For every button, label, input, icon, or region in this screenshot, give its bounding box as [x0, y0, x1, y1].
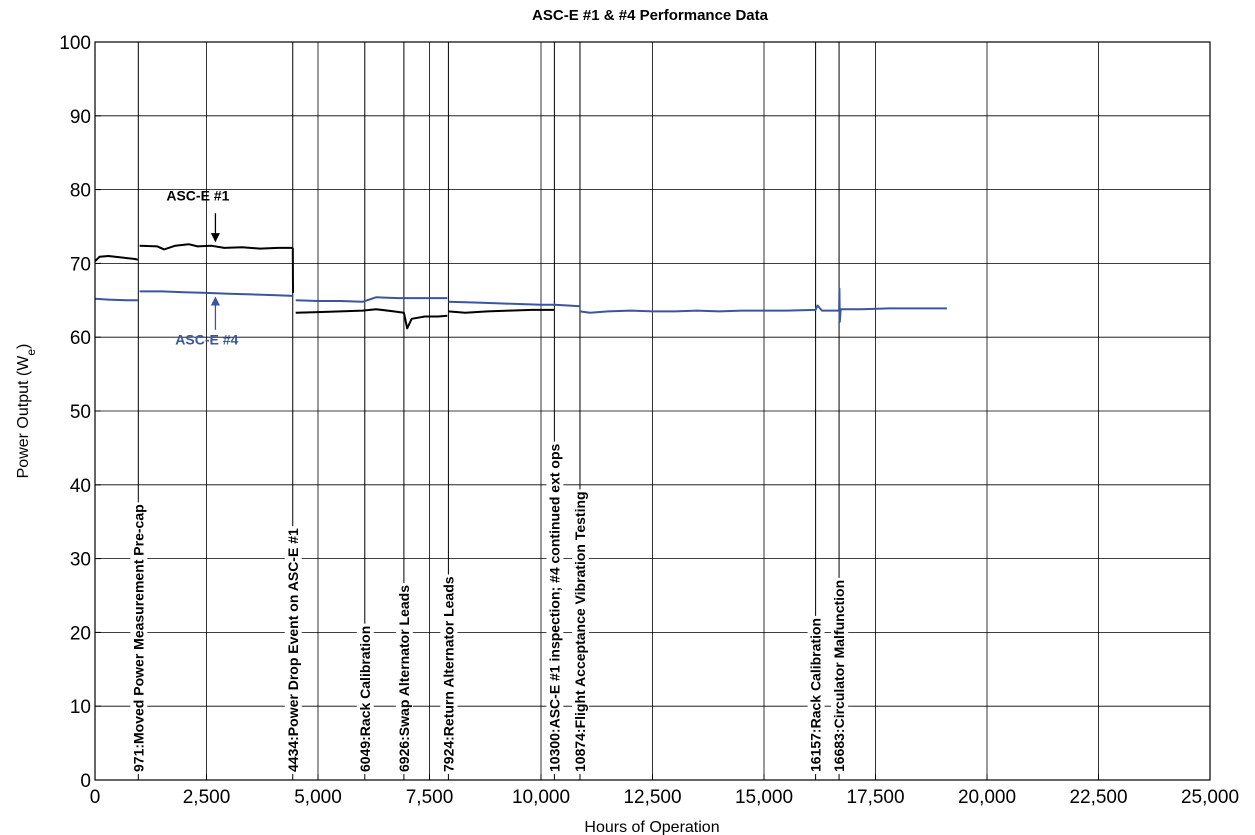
x-tick-label: 5,000: [294, 787, 342, 808]
event-label-group: 971:Moved Power Measurement Pre-cap: [130, 502, 148, 774]
event-label-group: 6926:Swap Alternator Leads: [395, 583, 413, 774]
event-label-background: [395, 583, 413, 774]
y-axis-label-subscript: e: [24, 349, 38, 356]
series-line: [579, 287, 947, 323]
y-tick-label: 90: [70, 107, 91, 128]
event-label: 6049:Rack Calibration: [357, 626, 373, 772]
y-tick-label: 40: [70, 476, 91, 497]
x-axis-label: Hours of Operation: [584, 819, 719, 835]
event-label-group: 10874:Flight Acceptance Vibration Testin…: [571, 489, 589, 774]
event-label: 10300:ASC-E #1 inspection; #4 continued …: [546, 443, 562, 772]
series-line: [295, 296, 448, 303]
x-tick-label: 7,500: [406, 787, 454, 808]
series-line: [448, 300, 581, 308]
series-line: [94, 297, 138, 302]
event-label: 6926:Swap Alternator Leads: [396, 585, 412, 772]
y-tick-label: 0: [80, 771, 91, 792]
event-markers: 971:Moved Power Measurement Pre-cap 4434:…: [130, 42, 849, 780]
y-tick-label: 60: [70, 328, 91, 349]
x-tick-label: 15,000: [735, 787, 793, 808]
y-tick-label: 50: [70, 402, 91, 423]
event-label-background: [284, 526, 302, 774]
y-tick-label: 10: [70, 697, 91, 718]
event-label-background: [571, 489, 589, 774]
event-label: 4434:Power Drop Event on ASC-E #1: [285, 528, 301, 772]
event-label: 16683:Circulator Malfunction: [831, 580, 847, 772]
y-axis-label: Power Output (We): [15, 344, 38, 479]
event-label-background: [546, 441, 564, 774]
event-label-background: [831, 577, 849, 774]
event-label-group: 4434:Power Drop Event on ASC-E #1: [284, 526, 302, 774]
grid: [95, 42, 1210, 780]
event-label: 7924:Return Alternator Leads: [440, 576, 456, 772]
event-label-group: 7924:Return Alternator Leads: [440, 574, 458, 774]
series-annotations: ASC-E #1 ASC-E #4: [166, 188, 238, 348]
y-tick-label: 30: [70, 550, 91, 571]
series-line: [139, 243, 293, 251]
event-label-background: [440, 574, 458, 774]
event-label: 10874:Flight Acceptance Vibration Testin…: [572, 491, 588, 772]
y-tick-label: 100: [59, 33, 91, 54]
series-annotation-label: ASC-E #4: [175, 332, 238, 348]
y-tick-label: 70: [70, 254, 91, 275]
event-label-group: 16683:Circulator Malfunction: [831, 577, 849, 774]
axis-ticks: 0 2,500 5,000 7,500 10,000 12,500 15,000 17,500…: [59, 33, 1239, 808]
event-label-group: 10300:ASC-E #1 inspection; #4 continued …: [546, 441, 564, 774]
event-label-background: [807, 615, 825, 774]
event-label-group: 6049:Rack Calibration: [356, 623, 374, 774]
series-line: [295, 308, 448, 330]
series-line: [448, 308, 555, 314]
event-label-background: [130, 502, 148, 774]
series-annotation-label: ASC-E #1: [166, 188, 229, 204]
y-tick-label: 20: [70, 623, 91, 644]
x-tick-label: 2,500: [183, 787, 231, 808]
x-tick-label: 20,000: [958, 787, 1016, 808]
x-tick-label: 10,000: [512, 787, 570, 808]
series-lines: [94, 243, 947, 330]
y-axis-label-close: ): [15, 344, 32, 349]
event-label: 16157:Rack Calibration: [808, 618, 824, 772]
x-tick-label: 17,500: [846, 787, 904, 808]
x-tick-label: 0: [90, 787, 101, 808]
x-tick-label: 12,500: [623, 787, 681, 808]
series-line: [139, 290, 293, 297]
event-label: 971:Moved Power Measurement Pre-cap: [130, 504, 146, 772]
event-label-group: 16157:Rack Calibration: [807, 615, 825, 774]
y-axis-label-main: Power Output (W: [15, 355, 32, 479]
x-tick-label: 22,500: [1069, 787, 1127, 808]
y-tick-label: 80: [70, 181, 91, 202]
event-label-background: [356, 623, 374, 774]
x-tick-label: 25,000: [1181, 787, 1239, 808]
series-line: [94, 255, 139, 262]
chart-title: ASC-E #1 & #4 Performance Data: [532, 7, 769, 24]
